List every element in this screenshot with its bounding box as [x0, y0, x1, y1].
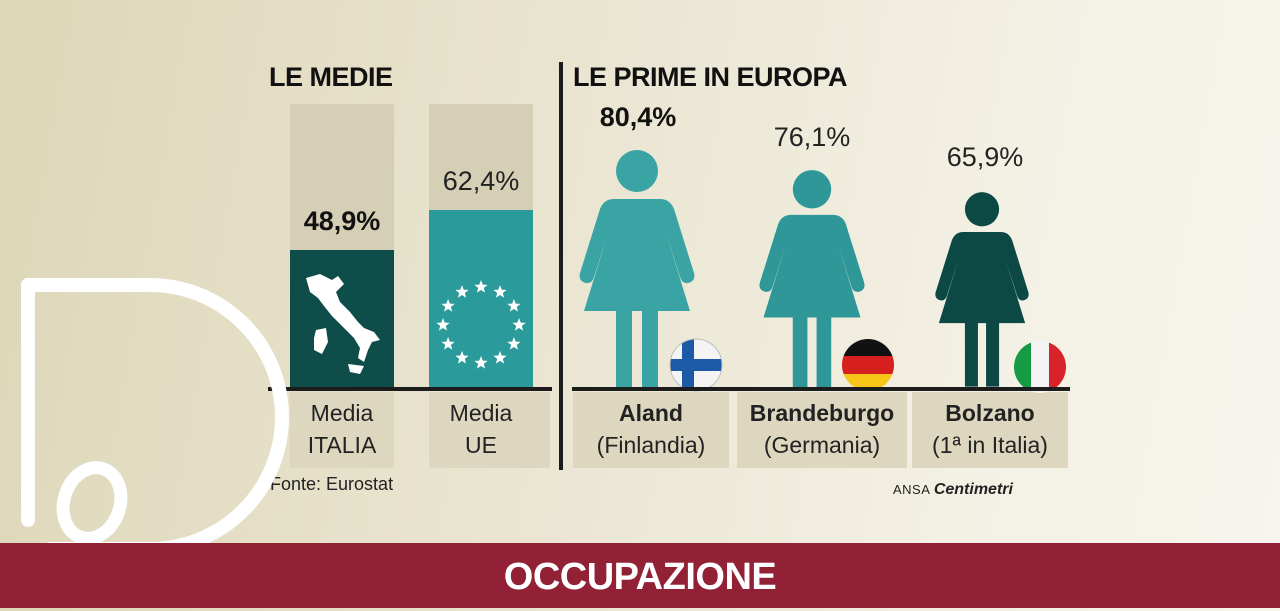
value-label-ue: 62,4%: [411, 166, 551, 197]
eu-star: [474, 280, 487, 293]
eu-stars-icon: [433, 276, 529, 374]
eu-star: [441, 299, 454, 312]
eu-star: [493, 351, 506, 364]
section-divider: [559, 62, 563, 470]
source-note: Fonte: Eurostat: [270, 474, 393, 495]
category-label-aland: Aland (Finlandia): [573, 397, 729, 461]
category-label-line1: Media: [280, 397, 404, 429]
figure-head: [616, 150, 658, 192]
eu-star: [474, 356, 487, 369]
figure-head: [793, 170, 831, 208]
category-label-line2: (1ª in Italia): [912, 429, 1068, 461]
credit-agency: ANSA: [893, 482, 930, 497]
category-label-brandeburgo: Brandeburgo (Germania): [737, 397, 907, 461]
category-label-line2: UE: [424, 429, 538, 461]
category-label-line1: Media: [424, 397, 538, 429]
eu-star: [455, 285, 468, 298]
credit: ANSA Centimetri: [893, 481, 1013, 499]
category-label-line1: Aland: [573, 397, 729, 429]
eu-star: [436, 318, 449, 331]
footer-label: OCCUPAZIONE: [504, 556, 776, 598]
eu-star: [507, 299, 520, 312]
category-label-line2: (Germania): [737, 429, 907, 461]
figure-head: [965, 192, 999, 226]
value-label-brandeburgo: 76,1%: [742, 122, 882, 153]
eu-star: [441, 337, 454, 350]
credit-brand: Centimetri: [934, 481, 1013, 498]
value-label-aland: 80,4%: [568, 102, 708, 133]
footer-banner: OCCUPAZIONE: [0, 543, 1280, 608]
germany-flag-icon: [840, 338, 896, 392]
section-title-top-europe: LE PRIME IN EUROPA: [573, 62, 847, 93]
category-label-line1: Bolzano: [912, 397, 1068, 429]
baseline-left: [268, 387, 552, 391]
eu-star: [507, 337, 520, 350]
eu-star: [512, 318, 525, 331]
value-label-bolzano: 65,9%: [915, 142, 1055, 173]
category-label-line2: (Finlandia): [573, 429, 729, 461]
eu-star: [455, 351, 468, 364]
finland-flag-icon: [668, 338, 724, 392]
italy-map-icon: [298, 272, 388, 377]
eu-star: [493, 285, 506, 298]
category-label-bolzano: Bolzano (1ª in Italia): [912, 397, 1068, 461]
section-title-averages: LE MEDIE: [269, 62, 393, 93]
value-label-italia: 48,9%: [272, 206, 412, 237]
category-label-ue: Media UE: [424, 397, 538, 461]
category-label-line1: Brandeburgo: [737, 397, 907, 429]
italy-flag-icon: [1012, 340, 1068, 394]
category-label-line2: ITALIA: [280, 429, 404, 461]
baseline-right: [572, 387, 1070, 391]
category-label-italia: Media ITALIA: [280, 397, 404, 461]
